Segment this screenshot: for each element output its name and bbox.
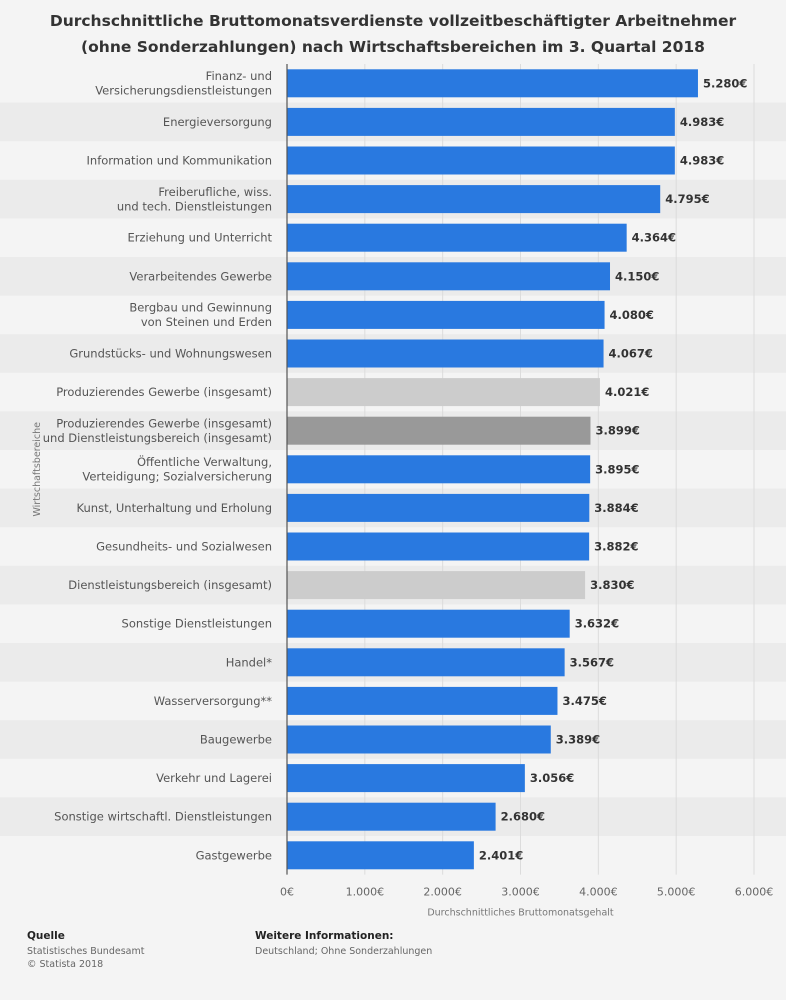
data-label: 3.882€ <box>594 540 638 554</box>
chart-title: Durchschnittliche Bruttomonatsverdienste… <box>0 8 786 60</box>
x-tick-label: 1.000€ <box>346 886 385 899</box>
data-label: 2.401€ <box>479 848 523 862</box>
bar <box>287 455 591 484</box>
data-label: 4.021€ <box>605 385 649 399</box>
category-label: Finanz- und <box>206 69 272 83</box>
info-block: Weitere Informationen: Deutschland; Ohne… <box>255 930 432 958</box>
category-label: Energieversorgung <box>163 115 272 129</box>
bar <box>287 802 496 831</box>
x-tick-label: 2.000€ <box>423 886 462 899</box>
category-label: Sonstige wirtschaftl. Dienstleistungen <box>54 810 272 824</box>
category-label: Sonstige Dienstleistungen <box>122 617 272 631</box>
data-label: 4.150€ <box>615 269 659 283</box>
chart-title-line-1: Durchschnittliche Bruttomonatsverdienste… <box>49 12 737 30</box>
bar <box>287 493 590 522</box>
category-label: Öffentliche Verwaltung, <box>137 453 272 469</box>
bar <box>287 378 600 407</box>
bar <box>287 686 558 715</box>
data-label: 3.632€ <box>575 617 619 631</box>
bar <box>287 648 565 677</box>
category-label: Dienstleistungsbereich (insgesamt) <box>68 578 272 592</box>
data-label: 2.680€ <box>501 810 545 824</box>
bar <box>287 532 590 561</box>
category-label: Gesundheits- und Sozialwesen <box>96 540 272 554</box>
data-label: 3.475€ <box>562 694 606 708</box>
category-label: Erziehung und Unterricht <box>127 231 272 245</box>
bar <box>287 300 605 329</box>
category-label: Versicherungsdienstleistungen <box>95 84 272 98</box>
bar <box>287 725 551 754</box>
source-heading: Quelle <box>27 930 65 942</box>
bar <box>287 107 675 136</box>
source-copyright: © Statista 2018 <box>27 959 104 970</box>
bar-chart: 5.280€ Finanz- undVersicherungsdienstleis… <box>32 64 774 919</box>
category-label: und Dienstleistungsbereich (insgesamt) <box>43 431 272 445</box>
bar <box>287 571 586 600</box>
bar <box>287 262 611 291</box>
category-label: Kunst, Unterhaltung und Erholung <box>77 501 272 515</box>
category-label: von Steinen und Erden <box>141 315 272 329</box>
x-tick-label: 0€ <box>280 886 294 899</box>
bar <box>287 416 591 445</box>
data-label: 3.899€ <box>595 424 639 438</box>
data-label: 3.884€ <box>594 501 638 515</box>
data-label: 3.830€ <box>590 578 634 592</box>
bar <box>287 339 604 368</box>
category-label: Gastgewerbe <box>196 848 272 862</box>
category-label: Information und Kommunikation <box>87 154 272 168</box>
category-label: Produzierendes Gewerbe (insgesamt) <box>56 385 272 399</box>
y-axis-title: Wirtschaftsbereiche <box>32 422 43 517</box>
data-label: 4.364€ <box>632 231 676 245</box>
category-label: Grundstücks- und Wohnungswesen <box>69 347 272 361</box>
data-label: 3.895€ <box>595 462 639 476</box>
source-block: Quelle Statistisches Bundesamt © Statist… <box>27 930 144 971</box>
x-axis-title: Durchschnittliches Bruttomonatsgehalt <box>427 908 614 919</box>
x-tick-label: 3.000€ <box>501 886 540 899</box>
data-label: 4.067€ <box>609 347 653 361</box>
category-label: und tech. Dienstleistungen <box>117 199 272 213</box>
bar <box>287 223 627 252</box>
x-tick-label: 5.000€ <box>657 886 696 899</box>
category-label: Verteidigung; Sozialversicherung <box>82 470 272 484</box>
category-label: Bergbau und Gewinnung <box>129 301 272 315</box>
data-label: 3.056€ <box>530 771 574 785</box>
category-label: Verkehr und Lagerei <box>156 771 272 785</box>
bar <box>287 764 525 793</box>
category-label: Verarbeitendes Gewerbe <box>129 269 272 283</box>
info-heading: Weitere Informationen: <box>255 930 394 942</box>
chart-title-line-2: (ohne Sonderzahlungen) nach Wirtschaftsb… <box>81 38 705 56</box>
bar <box>287 185 661 214</box>
info-text: Deutschland; Ohne Sonderzahlungen <box>255 946 433 957</box>
source-publisher: Statistisches Bundesamt <box>27 946 145 957</box>
data-label: 3.389€ <box>556 733 600 747</box>
data-label: 4.983€ <box>680 154 724 168</box>
category-label: Handel* <box>226 655 273 669</box>
bar <box>287 69 698 98</box>
bar <box>287 146 675 175</box>
data-label: 5.280€ <box>703 76 747 90</box>
data-label: 4.983€ <box>680 115 724 129</box>
category-label: Wasserversorgung** <box>154 694 273 708</box>
bar <box>287 609 570 638</box>
x-tick-label: 6.000€ <box>735 886 774 899</box>
data-label: 4.795€ <box>665 192 709 206</box>
x-tick-label: 4.000€ <box>579 886 618 899</box>
data-label: 3.567€ <box>570 655 614 669</box>
category-label: Baugewerbe <box>200 733 272 747</box>
category-label: Produzierendes Gewerbe (insgesamt) <box>56 416 272 430</box>
data-label: 4.080€ <box>610 308 654 322</box>
bar <box>287 841 474 870</box>
category-label: Freiberufliche, wiss. <box>158 185 272 199</box>
